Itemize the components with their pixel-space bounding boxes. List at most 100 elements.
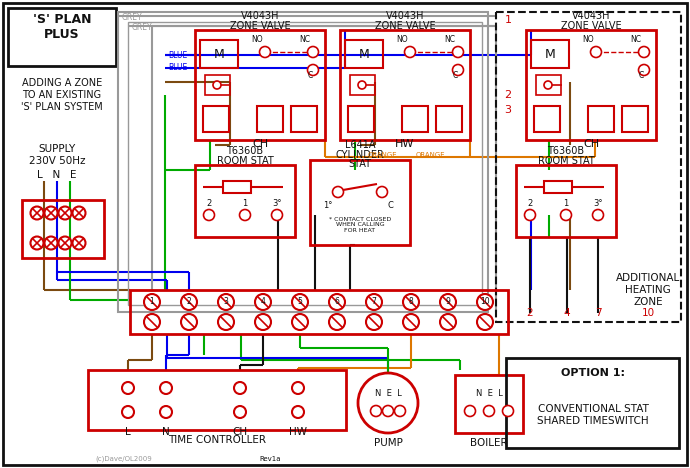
Text: C: C — [638, 71, 644, 80]
Text: 6: 6 — [335, 298, 339, 307]
Text: SUPPLY
230V 50Hz: SUPPLY 230V 50Hz — [29, 144, 86, 166]
Text: N: N — [162, 427, 170, 437]
Circle shape — [544, 81, 552, 89]
Text: 4: 4 — [261, 298, 266, 307]
Text: ZONE VALVE: ZONE VALVE — [561, 21, 621, 31]
Text: 1: 1 — [563, 198, 569, 207]
Circle shape — [308, 46, 319, 58]
Text: CH: CH — [252, 139, 268, 149]
Text: 4: 4 — [564, 308, 571, 318]
Text: CONVENTIONAL STAT
SHARED TIMESWITCH: CONVENTIONAL STAT SHARED TIMESWITCH — [538, 404, 649, 426]
Circle shape — [239, 210, 250, 220]
Bar — [536, 75, 561, 95]
Text: BLUE: BLUE — [168, 51, 187, 59]
Circle shape — [395, 405, 406, 417]
Circle shape — [292, 406, 304, 418]
Circle shape — [403, 294, 419, 310]
Circle shape — [292, 382, 304, 394]
Text: HW: HW — [289, 427, 307, 437]
Bar — [205, 75, 230, 95]
Text: 7: 7 — [371, 298, 377, 307]
Bar — [345, 40, 383, 68]
Text: L   N   E: L N E — [37, 170, 77, 180]
Circle shape — [366, 314, 382, 330]
Text: 8: 8 — [408, 298, 413, 307]
Text: M: M — [359, 47, 369, 60]
Circle shape — [404, 46, 415, 58]
Text: ORANGE: ORANGE — [367, 152, 397, 158]
Circle shape — [371, 405, 382, 417]
Circle shape — [144, 294, 160, 310]
Bar — [350, 75, 375, 95]
Text: * CONTACT CLOSED
WHEN CALLING
FOR HEAT: * CONTACT CLOSED WHEN CALLING FOR HEAT — [329, 217, 391, 234]
Text: N  E  L: N E L — [375, 388, 402, 397]
Text: T6360B: T6360B — [226, 146, 264, 156]
Bar — [257, 106, 283, 132]
Text: BLUE: BLUE — [168, 64, 187, 73]
Bar — [496, 12, 681, 322]
Circle shape — [477, 294, 493, 310]
Text: 'S' PLAN
PLUS: 'S' PLAN PLUS — [32, 13, 91, 41]
Text: ADDITIONAL
HEATING
ZONE: ADDITIONAL HEATING ZONE — [616, 273, 680, 307]
Circle shape — [366, 294, 382, 310]
Circle shape — [333, 187, 344, 197]
Text: C: C — [307, 71, 313, 80]
Circle shape — [234, 382, 246, 394]
Bar — [223, 181, 251, 193]
Circle shape — [453, 65, 464, 75]
Bar — [622, 106, 648, 132]
Text: ROOM STAT: ROOM STAT — [217, 156, 273, 166]
Text: 3: 3 — [224, 298, 228, 307]
Bar — [130, 290, 508, 334]
Bar — [534, 106, 560, 132]
Circle shape — [160, 382, 172, 394]
Bar — [340, 30, 470, 140]
Text: NO: NO — [396, 36, 408, 44]
Circle shape — [502, 405, 513, 417]
Bar — [118, 12, 488, 312]
Bar — [436, 106, 462, 132]
Circle shape — [638, 65, 649, 75]
Bar — [588, 106, 614, 132]
Circle shape — [44, 206, 57, 219]
Circle shape — [44, 236, 57, 249]
Bar — [88, 370, 346, 430]
Circle shape — [259, 46, 270, 58]
Circle shape — [377, 187, 388, 197]
Text: CH: CH — [583, 139, 599, 149]
Text: 10: 10 — [642, 308, 655, 318]
Circle shape — [181, 294, 197, 310]
Text: PUMP: PUMP — [373, 438, 402, 448]
Circle shape — [72, 236, 86, 249]
Circle shape — [181, 314, 197, 330]
Circle shape — [30, 236, 43, 249]
Text: 2: 2 — [526, 308, 533, 318]
Bar — [128, 22, 482, 305]
Bar — [526, 30, 656, 140]
Circle shape — [271, 210, 282, 220]
Text: L641A: L641A — [345, 140, 375, 150]
Circle shape — [234, 406, 246, 418]
Circle shape — [59, 206, 72, 219]
Text: 5: 5 — [297, 298, 302, 307]
Circle shape — [358, 373, 418, 433]
Text: M: M — [214, 47, 224, 60]
Circle shape — [440, 314, 456, 330]
Circle shape — [477, 314, 493, 330]
Circle shape — [72, 206, 86, 219]
Circle shape — [255, 294, 271, 310]
Bar — [8, 8, 116, 66]
Text: 9: 9 — [446, 298, 451, 307]
Text: CH: CH — [233, 427, 248, 437]
Text: 2: 2 — [504, 90, 511, 100]
Text: 10: 10 — [480, 298, 490, 307]
Text: ORANGE: ORANGE — [415, 152, 445, 158]
Circle shape — [484, 405, 495, 417]
Circle shape — [560, 210, 571, 220]
Bar — [310, 160, 410, 245]
Text: 3°: 3° — [273, 198, 282, 207]
Text: NO: NO — [251, 36, 263, 44]
Bar — [291, 106, 317, 132]
Circle shape — [382, 405, 393, 417]
Text: 1: 1 — [242, 198, 248, 207]
